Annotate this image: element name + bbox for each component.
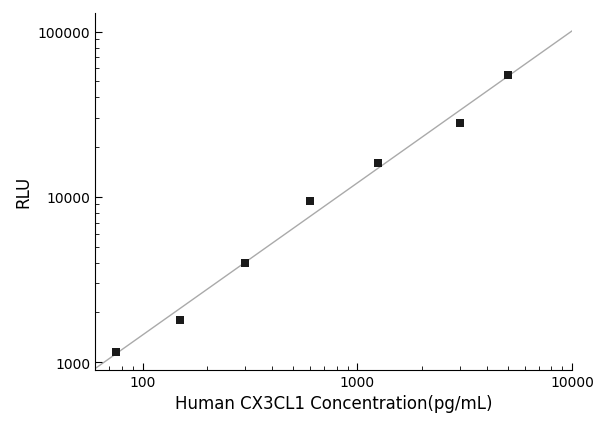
Point xyxy=(176,317,185,324)
Y-axis label: RLU: RLU xyxy=(14,176,32,208)
Point xyxy=(455,121,465,127)
Point xyxy=(111,349,120,356)
Point xyxy=(240,259,250,266)
Point xyxy=(373,161,383,167)
Point xyxy=(305,198,314,204)
X-axis label: Human CX3CL1 Concentration(pg/mL): Human CX3CL1 Concentration(pg/mL) xyxy=(175,394,492,412)
Point xyxy=(503,72,513,79)
